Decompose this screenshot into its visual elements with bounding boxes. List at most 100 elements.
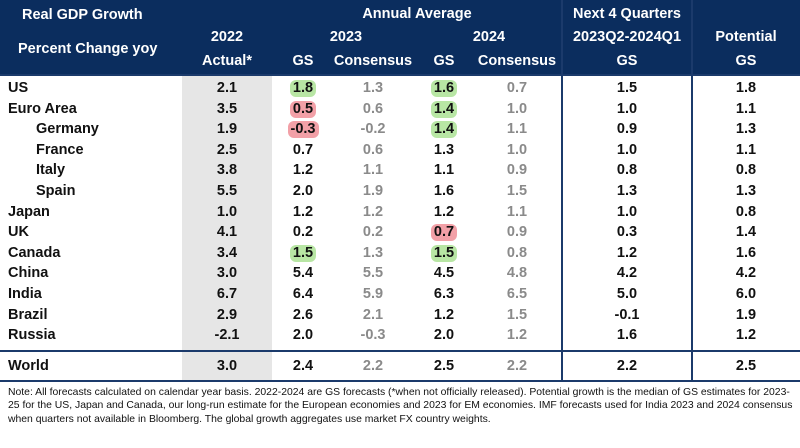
cell-potential-gs: 1.1	[735, 100, 757, 117]
cell-2022-actual: 4.1	[216, 224, 238, 241]
table-row: Brazil 2.9 2.6 2.1 1.2 1.5 -0.1 1.9	[0, 305, 800, 326]
table-row: India 6.7 6.4 5.9 6.3 6.5 5.0 6.0	[0, 284, 800, 305]
row-label: France	[36, 141, 84, 158]
cell-2023-consensus: 1.9	[362, 183, 384, 199]
cell-potential-gs: 1.9	[735, 306, 757, 323]
row-label: Japan	[8, 203, 50, 220]
above-consensus-highlight: 1.5	[430, 244, 458, 262]
cell-next4-gs: 0.9	[616, 121, 638, 138]
row-label: Italy	[36, 162, 66, 179]
cell-2022-actual: -2.1	[214, 327, 240, 344]
cell-potential-gs: 1.3	[735, 121, 757, 138]
above-consensus-highlight: 1.4	[430, 100, 458, 118]
gs-potential-heading: GS	[735, 53, 757, 69]
cell-2024-gs: 4.5	[433, 265, 455, 282]
cell-2023-consensus: 1.3	[362, 244, 384, 261]
cell-2022-actual: 5.5	[216, 183, 238, 199]
table-row: Russia -2.1 2.0 -0.3 2.0 1.2 1.6 1.2	[0, 325, 800, 346]
world-rule	[0, 350, 800, 352]
cell-2023-consensus: 0.6	[362, 100, 384, 117]
table-header: Real GDP Growth Percent Change yoy Annua…	[0, 0, 800, 74]
table-row: Japan 1.0 1.2 1.2 1.2 1.1 1.0 0.8	[0, 202, 800, 223]
cell-2023-gs: 2.0	[292, 183, 314, 199]
cell-next4-gs: 1.0	[616, 100, 638, 117]
row-label: Brazil	[8, 306, 48, 323]
table-row: China 3.0 5.4 5.5 4.5 4.8 4.2 4.2	[0, 263, 800, 284]
gs-2024-heading: GS	[433, 53, 455, 69]
cell-2023-gs: 6.4	[292, 286, 314, 302]
cell-2023-gs: 1.8	[276, 78, 330, 99]
cell-2023-consensus: 2.1	[362, 306, 384, 323]
cell-2023-consensus: 1.3	[362, 80, 384, 96]
cell-2022-actual: 3.0	[216, 358, 238, 374]
above-consensus-highlight: 1.4	[430, 121, 458, 139]
cell-2024-consensus: 1.0	[506, 141, 528, 158]
consensus-2023-heading: Consensus	[333, 53, 413, 69]
cell-2024-consensus: 1.5	[506, 306, 528, 323]
cell-next4-gs: 0.3	[616, 224, 638, 241]
cell-2022-actual: 3.5	[216, 100, 238, 117]
cell-2022-actual: 2.5	[216, 141, 238, 158]
cell-2023-gs: 0.5	[276, 99, 330, 120]
year-2024-heading: 2024	[472, 29, 506, 45]
cell-potential-gs: 1.4	[735, 224, 757, 241]
cell-potential-gs: 4.2	[735, 265, 757, 282]
gs-next4-heading: GS	[616, 53, 638, 69]
row-label: Spain	[36, 183, 76, 199]
table-row: Italy 3.8 1.2 1.1 1.1 0.9 0.8 0.8	[0, 160, 800, 181]
cell-next4-gs: 5.0	[616, 286, 638, 302]
cell-2024-gs: 1.2	[433, 203, 455, 220]
actual-heading: Actual*	[202, 53, 252, 69]
cell-2024-gs: 1.6	[433, 183, 455, 199]
cell-2024-gs: 1.1	[433, 162, 455, 179]
table-row: Euro Area 3.5 0.5 0.6 1.4 1.0 1.0 1.1	[0, 99, 800, 120]
cell-2024-gs: 1.3	[433, 141, 455, 158]
cell-potential-gs: 2.5	[735, 358, 757, 374]
consensus-2024-heading: Consensus	[477, 53, 557, 69]
cell-2024-consensus: 1.0	[506, 100, 528, 117]
cell-next4-gs: 1.0	[616, 203, 638, 220]
cell-2023-consensus: 0.6	[362, 141, 384, 158]
cell-2024-gs: 2.0	[433, 327, 455, 344]
table-row: UK 4.1 0.2 0.2 0.7 0.9 0.3 1.4	[0, 222, 800, 243]
cell-2023-gs: -0.3	[276, 119, 330, 140]
cell-next4-gs: 1.6	[616, 327, 638, 344]
cell-potential-gs: 1.3	[735, 183, 757, 199]
table-subtitle: Percent Change yoy	[18, 41, 158, 57]
world-row: World 3.0 2.4 2.2 2.5 2.2 2.2 2.5	[0, 356, 800, 377]
cell-2023-gs: 1.5	[276, 243, 330, 264]
actual-column-shade	[182, 76, 272, 382]
period-heading: 2023Q2-2024Q1	[572, 29, 682, 45]
cell-2024-gs: 0.7	[416, 222, 472, 243]
cell-potential-gs: 6.0	[735, 286, 757, 302]
cell-2022-actual: 3.8	[216, 162, 238, 179]
table-row: US 2.1 1.8 1.3 1.6 0.7 1.5 1.8	[0, 78, 800, 99]
cell-2022-actual: 6.7	[216, 286, 238, 302]
cell-2024-consensus: 0.7	[506, 80, 528, 96]
cell-next4-gs: 4.2	[616, 265, 638, 282]
cell-2024-gs: 2.5	[433, 358, 455, 374]
row-label: China	[8, 265, 49, 282]
cell-2024-gs: 1.4	[416, 99, 472, 120]
cell-next4-gs: 0.8	[616, 162, 638, 179]
cell-next4-gs: 1.0	[616, 141, 638, 158]
cell-next4-gs: 1.2	[616, 244, 638, 261]
cell-potential-gs: 1.6	[735, 244, 757, 261]
cell-2022-actual: 1.0	[216, 203, 238, 220]
cell-2024-consensus: 2.2	[506, 358, 528, 374]
table-title: Real GDP Growth	[22, 7, 143, 23]
cell-next4-gs: 2.2	[616, 358, 638, 374]
cell-2022-actual: 1.9	[216, 121, 238, 138]
above-consensus-highlight: 1.8	[289, 80, 317, 97]
cell-2024-consensus: 0.8	[506, 244, 528, 261]
cell-2024-gs: 1.5	[416, 243, 472, 264]
cell-2024-consensus: 1.2	[506, 327, 528, 344]
cell-2024-consensus: 6.5	[506, 286, 528, 302]
cell-potential-gs: 0.8	[735, 203, 757, 220]
year-2023-heading: 2023	[329, 29, 363, 45]
row-label: Euro Area	[8, 100, 77, 117]
cell-2023-gs: 0.2	[292, 224, 314, 241]
cell-2024-consensus: 0.9	[506, 162, 528, 179]
cell-2024-consensus: 4.8	[506, 265, 528, 282]
cell-2023-consensus: -0.2	[360, 121, 386, 138]
